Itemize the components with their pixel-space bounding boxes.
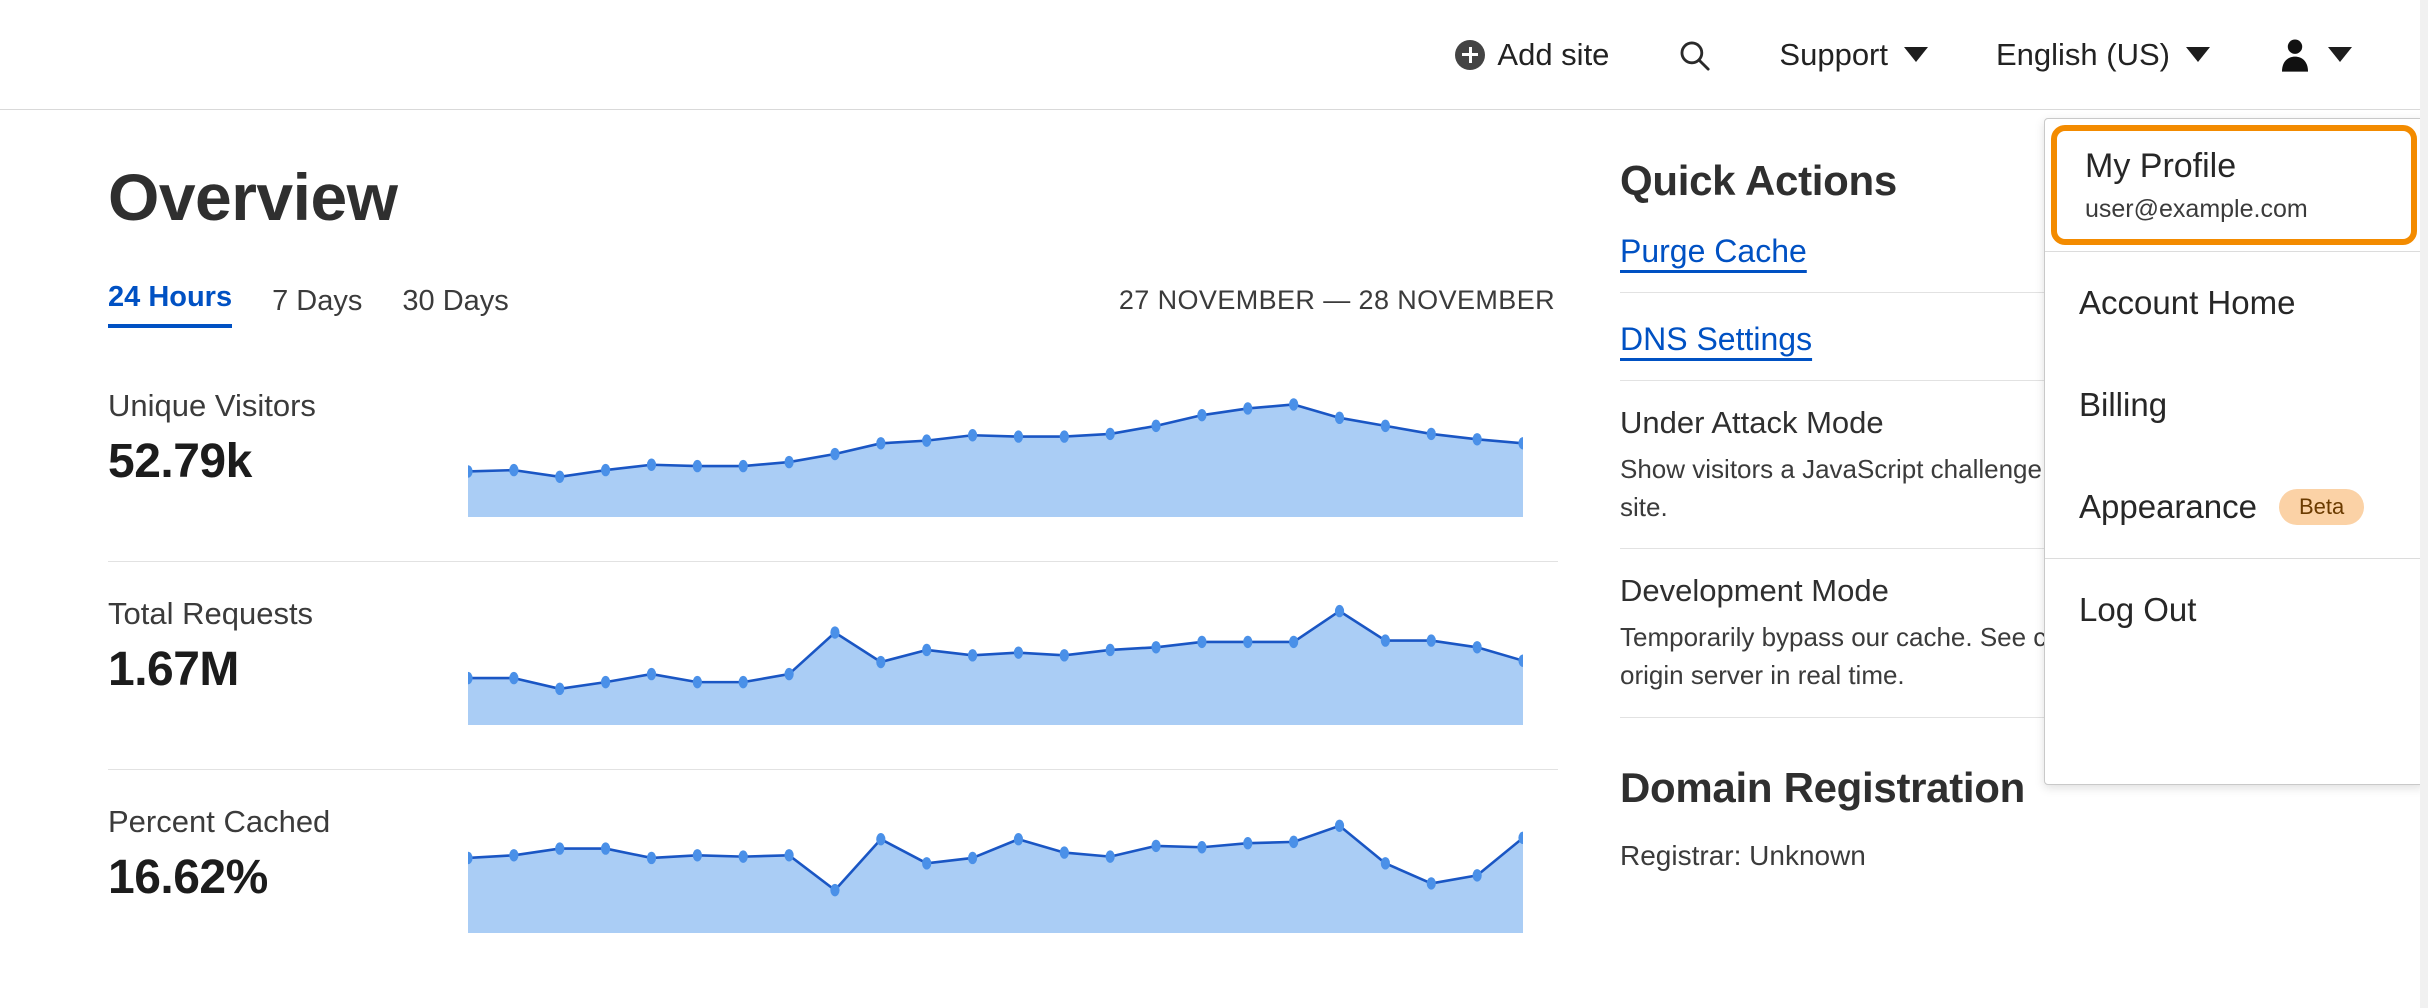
purge-cache-row: Purge Cache xyxy=(1620,205,2320,293)
person-icon xyxy=(2281,38,2309,72)
billing-label: Billing xyxy=(2079,386,2168,423)
metric-value: 16.62% xyxy=(108,851,268,904)
quick-actions-title: Quick Actions xyxy=(1620,157,1897,204)
appearance-label: Appearance xyxy=(2079,488,2257,525)
under-attack-mode-title: Under Attack Mode xyxy=(1620,405,1884,440)
metric-row-percent-cached: Percent Cached 16.62% xyxy=(108,770,1558,978)
beta-badge: Beta xyxy=(2278,489,2365,525)
date-range-label: 27 NOVEMBER — 28 NOVEMBER xyxy=(1118,285,1555,315)
dropdown-item-my-profile[interactable]: My Profile user@example.com xyxy=(2051,125,2417,245)
registrar-line: Registrar: Unknown xyxy=(1620,839,1866,871)
metric-label: Percent Cached xyxy=(108,804,331,839)
time-range-tabs-row: 24 Hours 7 Days 30 Days 27 NOVEMBER — 28… xyxy=(108,281,1555,328)
header-actions: Add site Support English (US) xyxy=(1421,19,2386,91)
chevron-down-icon xyxy=(2186,47,2210,62)
metric-list: Unique Visitors 52.79k Total Requests 1.… xyxy=(108,354,1558,978)
search-button[interactable] xyxy=(1643,19,1745,91)
dns-settings-link[interactable]: DNS Settings xyxy=(1620,321,1813,357)
development-mode-title: Development Mode xyxy=(1620,573,1889,609)
dropdown-item-billing[interactable]: Billing xyxy=(2045,354,2423,456)
dropdown-item-account-home[interactable]: Account Home xyxy=(2045,252,2423,354)
support-menu[interactable]: Support xyxy=(1745,19,1962,91)
top-navigation-bar: Add site Support English (US) xyxy=(0,0,2428,110)
tab-30-days[interactable]: 30 Days xyxy=(402,285,509,317)
area-chart-unique-visitors[interactable] xyxy=(468,369,1523,529)
metric-row-unique-visitors: Unique Visitors 52.79k xyxy=(108,354,1558,562)
metric-row-total-requests: Total Requests 1.67M xyxy=(108,562,1558,770)
plus-circle-icon xyxy=(1455,39,1486,70)
page-title: Overview xyxy=(108,160,398,234)
area-chart-total-requests[interactable] xyxy=(468,577,1523,737)
domain-registration-title: Domain Registration xyxy=(1620,763,2026,811)
time-range-tabs: 24 Hours 7 Days 30 Days xyxy=(108,281,509,328)
log-out-label: Log Out xyxy=(2079,591,2197,628)
metric-label: Unique Visitors xyxy=(108,388,316,423)
dropdown-item-appearance[interactable]: Appearance Beta xyxy=(2045,456,2423,558)
metric-summary: Total Requests 1.67M xyxy=(108,562,468,697)
metric-label: Total Requests xyxy=(108,596,314,631)
search-icon xyxy=(1680,41,1711,71)
tab-24-hours[interactable]: 24 Hours xyxy=(108,281,233,328)
my-profile-email: user@example.com xyxy=(2085,194,2308,223)
dropdown-item-log-out[interactable]: Log Out xyxy=(2045,559,2423,661)
chevron-down-icon xyxy=(1904,47,1928,62)
metric-value: 1.67M xyxy=(108,643,239,696)
purge-cache-link[interactable]: Purge Cache xyxy=(1620,233,1807,269)
add-site-button[interactable]: Add site xyxy=(1421,19,1643,91)
account-home-label: Account Home xyxy=(2079,284,2296,321)
area-chart-percent-cached[interactable] xyxy=(468,785,1523,945)
chevron-down-icon xyxy=(2328,47,2352,62)
metric-summary: Percent Cached 16.62% xyxy=(108,770,468,905)
analytics-column: Overview 24 Hours 7 Days 30 Days 27 NOVE… xyxy=(108,111,1558,978)
language-menu[interactable]: English (US) xyxy=(1962,19,2244,91)
language-label: English (US) xyxy=(1996,36,2170,72)
dropdown-divider xyxy=(2045,251,2423,252)
dropdown-divider xyxy=(2045,558,2423,559)
account-dropdown-menu: My Profile user@example.com Account Home… xyxy=(2044,118,2424,785)
tab-7-days[interactable]: 7 Days xyxy=(272,285,363,317)
account-menu-button[interactable] xyxy=(2244,19,2386,91)
metric-summary: Unique Visitors 52.79k xyxy=(108,354,468,489)
my-profile-label: My Profile xyxy=(2085,146,2237,185)
page-scrollbar[interactable] xyxy=(2420,0,2428,1008)
dns-settings-row: DNS Settings xyxy=(1620,293,2320,381)
support-label: Support xyxy=(1779,36,1888,72)
metric-value: 52.79k xyxy=(108,435,252,488)
add-site-label: Add site xyxy=(1497,36,1610,72)
